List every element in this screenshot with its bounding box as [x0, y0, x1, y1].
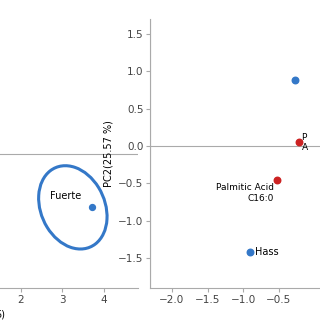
Text: P 
A: P A	[302, 133, 309, 152]
Point	[248, 250, 253, 255]
Text: Hass: Hass	[255, 247, 279, 257]
Text: Palmitic Acid
C16:0: Palmitic Acid C16:0	[216, 183, 274, 203]
Point	[89, 205, 94, 210]
Text: Fuerte: Fuerte	[50, 191, 81, 201]
Point	[292, 78, 297, 83]
Text: 5): 5)	[0, 309, 5, 319]
Point	[296, 140, 301, 145]
Y-axis label: PC2(25.57 %): PC2(25.57 %)	[104, 120, 114, 187]
Point	[275, 177, 280, 182]
